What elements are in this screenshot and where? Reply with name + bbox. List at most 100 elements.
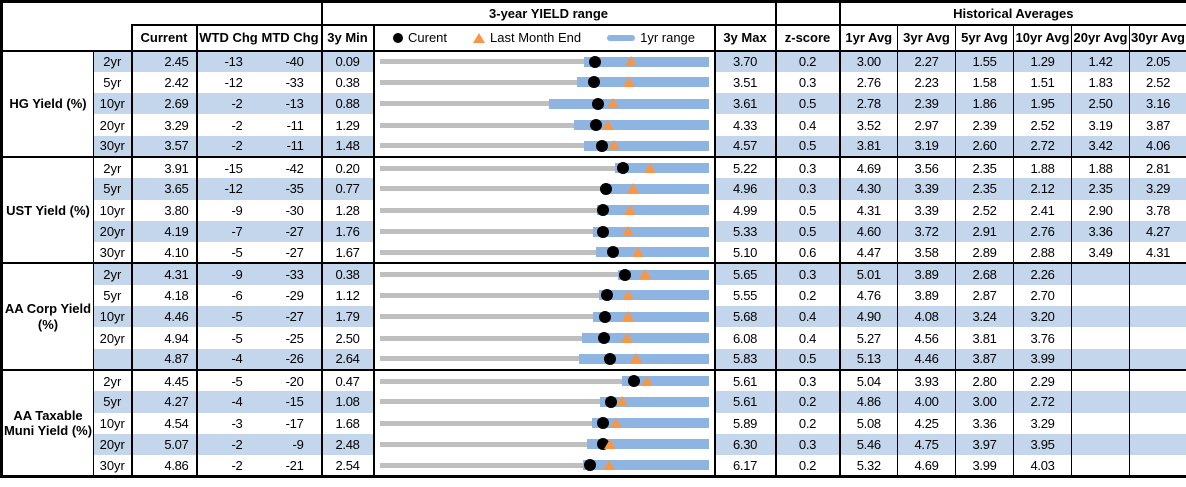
avg-value: 2.41 [1013,199,1072,221]
wtd-change-value: -5 [195,369,260,392]
last-month-end-marker [623,204,636,215]
avg-value [1129,306,1186,328]
range-chart-plot [379,285,709,306]
one-year-range-bar [599,396,709,407]
tenor-label: 10yr [93,93,132,115]
avg-value: 2.70 [1013,284,1072,307]
avg-value: 2.76 [1013,220,1072,243]
one-year-range-bar [596,205,709,216]
mtd-change-value: -27 [259,220,322,243]
tenor-label: 2yr [93,263,132,285]
avg-value [1071,263,1130,285]
range-chart-plot [379,93,709,114]
one-year-range-bar [615,163,709,174]
min-3y-value: 1.48 [320,135,374,157]
group-label: UST Yield (%) [1,156,94,264]
avg-value: 1.88 [1013,156,1072,179]
range-chart-plot [379,434,709,455]
avg-value: 3.76 [1013,327,1072,349]
avg-value: 3.42 [1071,135,1130,157]
min-3y-value: 0.20 [320,156,374,179]
tenor-label: 10yr [93,199,132,221]
current-dot [628,375,641,388]
min-3y-value: 0.88 [320,93,374,115]
current-value: 4.46 [130,306,197,328]
current-dot [583,459,596,472]
column-header-5yr-avg: 5yr Avg [955,23,1015,52]
range-section-title: 3-year YIELD range [320,0,777,26]
range-chart-plot [379,413,709,434]
avg-value: 4.69 [897,455,956,477]
three-year-track [379,356,709,362]
range-chart [372,50,716,72]
avg-value: 2.52 [1129,71,1186,94]
table-row: 30yr 4.86 -2 -21 2.54 6.17 0.2 5.32 4.69 3.99 4.03 [2,455,1186,477]
range-chart-plot [379,221,709,242]
column-header-3y-min: 3y Min [320,23,375,52]
tenor-label: 5yr [93,178,132,200]
avg-value: 4.69 [838,156,898,179]
column-header-10yr-avg: 10yr Avg [1013,23,1073,52]
avg-value [1071,327,1130,349]
avg-value: 4.46 [897,348,956,370]
range-chart-plot [379,158,709,178]
zscore-value: 0.3 [774,156,841,179]
mtd-change-value: -13 [259,93,322,115]
tenor-label: 10yr [93,412,132,434]
mtd-change-value: -26 [259,348,322,370]
avg-value: 1.55 [955,50,1014,72]
column-header-20yr-avg: 20yr Avg [1071,23,1131,52]
avg-value: 3.29 [1013,412,1072,434]
current-dot [589,119,602,132]
avg-value: 3.00 [838,50,898,72]
avg-value: 4.76 [838,284,898,307]
column-header-1yr-avg: 1yr Avg [838,23,899,52]
avg-value [1129,263,1186,285]
tenor-label: 30yr [93,242,132,264]
table-row: 10yr 2.69 -2 -13 0.88 3.61 0.5 2.78 2.39 1.86 1.95… [2,93,1186,115]
avg-value: 4.30 [838,178,898,200]
avg-value: 4.90 [838,306,898,328]
avg-value: 4.03 [1013,455,1072,477]
column-header-mtd-chg: MTD Chg [259,23,323,52]
range-chart [372,199,716,221]
current-dot [588,55,601,68]
zscore-value: 0.3 [774,71,841,94]
current-dot [603,352,616,365]
mtd-change-value: -21 [285,457,304,473]
wtd-change-value: -9 [195,199,260,221]
range-chart-plot [379,52,709,72]
mtd-change-value: -25 [285,330,304,346]
avg-value: 5.32 [838,455,898,477]
legend-last-month-end-label: Last Month End [490,30,582,45]
min-3y-value: 1.29 [320,114,374,136]
range-chart [372,263,716,285]
range-chart-plot [379,200,709,221]
avg-value: 3.89 [897,284,956,307]
current-value: 4.19 [130,220,197,243]
tenor-label: 30yr [93,135,132,157]
group-label: AA Taxable Muni Yield (%) [1,369,94,477]
current-dot [599,310,612,323]
range-chart [372,284,716,307]
tenor-label: 20yr [93,433,132,456]
range-chart [372,71,716,94]
three-year-track [379,314,709,320]
range-chart-plot [379,242,709,262]
range-chart-plot [379,178,709,199]
max-3y-value: 4.99 [713,199,776,221]
current-value: 4.94 [130,327,197,349]
yield-group: UST Yield (%) 2yr 3.91 -15 -42 0.20 5.22 0.3 4.6… [1,156,1186,264]
table-row: 4.87 -4 -26 2.64 5.83 0.5 5.13 4.46 3.87 3.99 [2,348,1186,370]
one-year-range-bar [599,290,709,301]
column-header-30yr-avg: 30yr Avg [1129,23,1186,52]
one-year-range-bar [577,77,709,88]
three-year-track [379,441,709,447]
max-3y-value: 5.65 [713,263,776,285]
three-year-track [379,186,709,192]
table-row: HG Yield (%) 2yr 2.45 -13 -40 0.09 3.70 0.2 3.00… [1,50,1186,157]
range-chart-plot [379,455,709,475]
zscore-value: 0.4 [774,306,841,328]
avg-value: 2.78 [838,93,898,115]
